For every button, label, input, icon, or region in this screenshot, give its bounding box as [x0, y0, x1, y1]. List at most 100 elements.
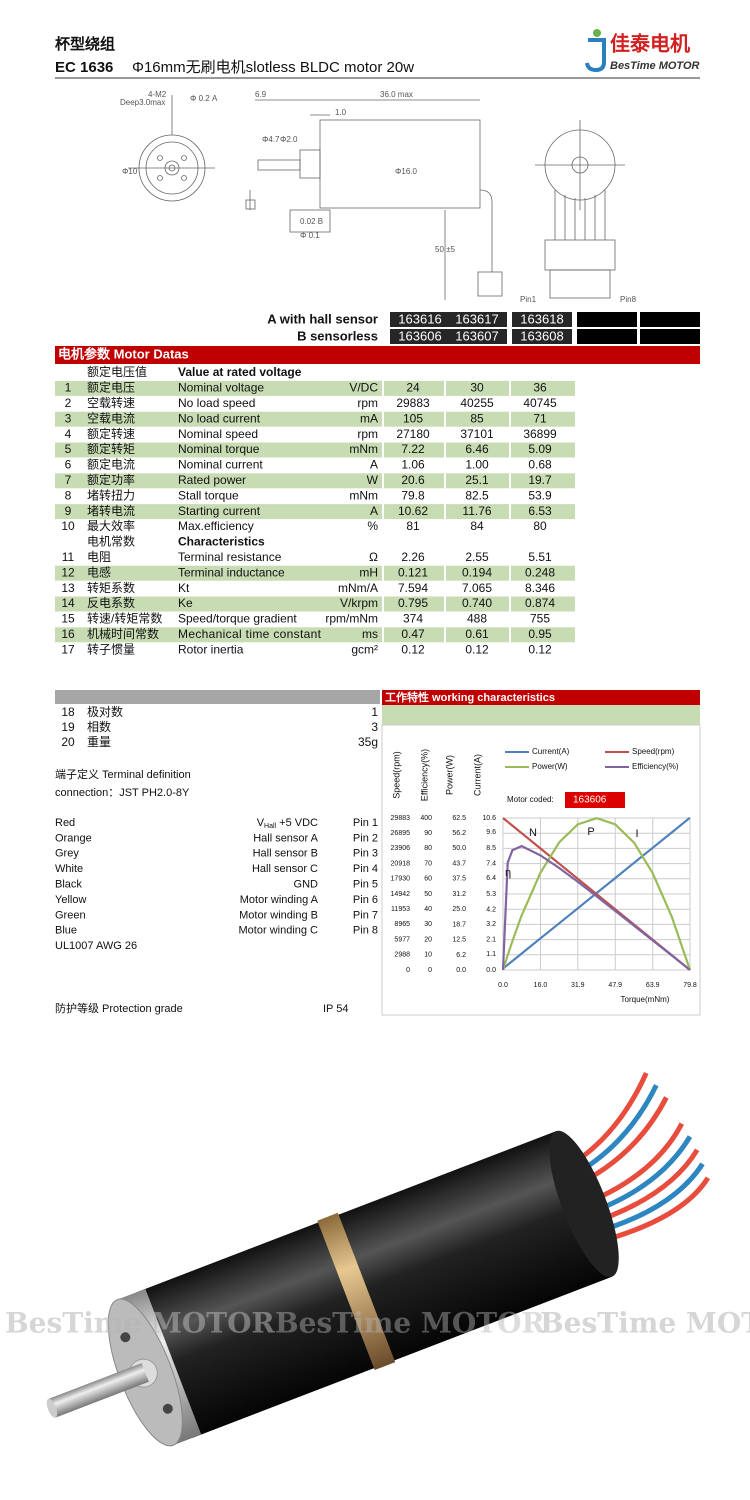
code: 163606 — [573, 795, 607, 806]
subheader-cn: 电机常数 — [87, 534, 135, 549]
y-tick-label: 31.2 — [452, 891, 466, 898]
row-number: 3 — [65, 411, 72, 425]
y-tick-label: 12.5 — [452, 936, 466, 943]
row-value: 374 — [403, 612, 423, 626]
curve-label: I — [635, 828, 638, 840]
cell-gap — [509, 411, 511, 427]
axis-title: Efficiency(%) — [419, 749, 429, 801]
row-value: 0.61 — [465, 627, 489, 641]
cell-gap — [382, 380, 384, 396]
row-unit: mH — [359, 565, 378, 579]
row-value: 2.55 — [465, 550, 489, 564]
row-number: 4 — [65, 427, 72, 441]
cell-gap — [509, 596, 511, 612]
wire-color: Blue — [55, 925, 77, 937]
cell-gap — [444, 565, 446, 581]
row-en: Speed/torque gradient — [178, 612, 297, 626]
row-cn: 电感 — [87, 564, 111, 579]
cell-gap — [444, 411, 446, 427]
part-code: 163616 — [398, 311, 441, 326]
wire-function-part: V — [257, 817, 265, 829]
y-tick-label: 18.7 — [452, 921, 466, 928]
row-en: Rated power — [178, 473, 246, 487]
row-number: 9 — [65, 504, 72, 518]
row-value: 37101 — [460, 427, 494, 441]
curve-label: N — [529, 827, 537, 839]
row-unit: V/DC — [349, 381, 378, 395]
row-number: 2 — [65, 396, 72, 410]
dim-label: 50 ±5 — [435, 245, 456, 254]
row-unit: A — [370, 504, 378, 518]
x-tick-label: 16.0 — [534, 982, 548, 989]
axis-title: Speed(rpm) — [391, 751, 401, 799]
row-value: 85 — [470, 411, 484, 425]
row-value: 25.1 — [465, 473, 489, 487]
y-tick-label: 10 — [424, 952, 432, 959]
row-en: Stall torque — [178, 488, 239, 502]
y-tick-label: 29883 — [391, 815, 411, 822]
wire-pin: Pin 3 — [353, 848, 378, 860]
y-tick-label: 20918 — [391, 860, 411, 867]
wire-function: Hall sensor B — [253, 848, 318, 860]
part-cell — [640, 329, 700, 344]
y-tick-label: 6.2 — [456, 952, 466, 959]
row-value: 1.00 — [465, 458, 489, 472]
row-value: 0.121 — [398, 565, 428, 579]
row-value: 3 — [371, 720, 378, 734]
y-tick-label: 20 — [424, 936, 432, 943]
row-en: Nominal voltage — [178, 381, 264, 395]
y-tick-label: 56.2 — [452, 830, 466, 837]
motor-photo — [46, 1071, 711, 1447]
connection: connection：JST PH2.0-8Y — [55, 787, 190, 799]
subtitle: Φ16mm无刷电机slotless BLDC motor 20w — [132, 59, 414, 76]
cell-gap — [444, 473, 446, 489]
row-cn: 转速/转矩常数 — [87, 611, 162, 626]
series-line — [502, 816, 691, 970]
dim-label: Φ4.7 — [262, 135, 280, 144]
row-value: 27180 — [396, 427, 430, 441]
y-tick-label: 6.4 — [486, 875, 496, 882]
dim-label: Pin8 — [620, 295, 637, 304]
row-number: 14 — [61, 596, 75, 610]
row-unit: % — [367, 519, 378, 533]
part-code: 163606 — [398, 328, 441, 343]
row-value: 10.62 — [398, 504, 428, 518]
y-tick-label: 3.2 — [486, 921, 496, 928]
x-tick-label: 63.9 — [646, 982, 660, 989]
legend-label: Efficiency(%) — [632, 762, 679, 771]
row-value: 1.06 — [401, 458, 425, 472]
section-header — [55, 346, 700, 364]
x-tick-label: 0.0 — [498, 982, 508, 989]
watermark: BesTime MOTOR — [5, 1307, 276, 1340]
part-cell — [447, 312, 507, 327]
row-value: 7.065 — [462, 581, 492, 595]
y-tick-label: 62.5 — [452, 815, 466, 822]
subheader-en: Characteristics — [178, 535, 265, 549]
wire-function-sub: Hall — [264, 823, 277, 830]
y-tick-label: 25.0 — [452, 906, 466, 913]
row-value: 53.9 — [528, 488, 552, 502]
row-number: 1 — [65, 381, 72, 395]
row-value: 20.6 — [401, 473, 425, 487]
row-cn: 堵转扭力 — [87, 487, 135, 502]
row-cn: 空载转速 — [87, 395, 135, 410]
y-tick-label: 5977 — [394, 936, 410, 943]
x-tick-label: 31.9 — [571, 982, 585, 989]
row-unit: gcm² — [351, 642, 378, 656]
dim-label: 36.0 max — [380, 90, 413, 99]
protection: 防护等级 Protection grade — [55, 1001, 183, 1015]
row-number: 10 — [61, 519, 75, 533]
dim-label: 6.9 — [255, 90, 267, 99]
row-unit: ms — [362, 627, 378, 641]
model: EC 1636 — [55, 59, 113, 76]
row-value: 19.7 — [528, 473, 552, 487]
row-cn: 额定转速 — [87, 426, 135, 441]
wire-color: Green — [55, 909, 86, 921]
logo-cn: 佳泰电机 — [610, 31, 690, 55]
row-value: 36 — [533, 381, 547, 395]
part-code: 163618 — [520, 311, 563, 326]
y-tick-label: 50.0 — [452, 845, 466, 852]
wire-pin: Pin 7 — [353, 909, 378, 921]
wire-color: Red — [55, 817, 75, 829]
